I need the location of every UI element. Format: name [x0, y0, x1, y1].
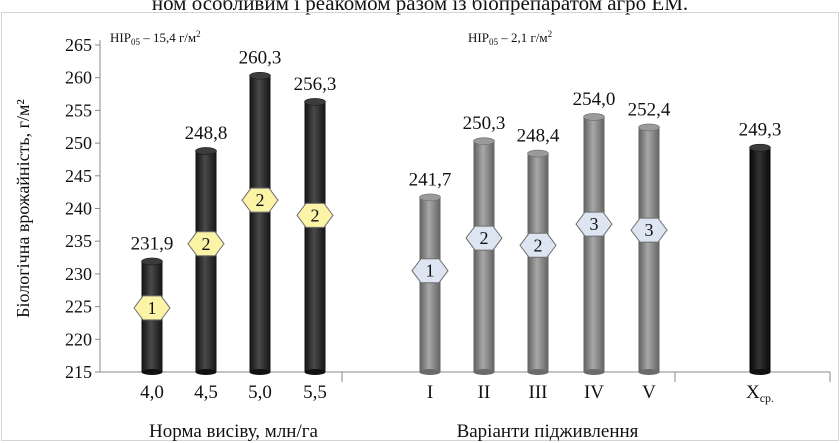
rank-marker-label: 3 — [645, 220, 654, 240]
rank-marker-hexagon — [133, 295, 171, 321]
rank-marker-label: 1 — [426, 261, 435, 281]
bar-cap — [419, 193, 441, 202]
y-tick-label: 245 — [65, 166, 92, 186]
bar — [638, 127, 660, 373]
bar-base — [749, 369, 771, 375]
y-tick-label: 255 — [65, 100, 92, 120]
bar-cap — [527, 149, 549, 158]
rank-marker-label: 1 — [148, 298, 157, 318]
bar — [195, 150, 217, 372]
rank-marker-hexagon — [411, 258, 449, 284]
bar-base — [195, 369, 217, 375]
bar-cap — [141, 257, 163, 266]
bar-cap — [473, 137, 495, 145]
bar-base — [527, 369, 549, 375]
y-tick-label: 215 — [65, 362, 92, 382]
rank-marker-label: 2 — [480, 228, 489, 248]
rank-marker-hexagon — [187, 231, 225, 257]
rank-marker-hexagon — [519, 232, 557, 258]
bar-cap — [749, 143, 771, 152]
x-tick-label: 5,5 — [303, 382, 327, 403]
data-label: 254,0 — [573, 89, 616, 110]
hir-annotation: НІР05 – 15,4 г/м2 — [110, 29, 201, 47]
x-axis-title: Норма висіву, млн/га — [149, 421, 319, 442]
bar-base — [473, 369, 495, 375]
bar-base — [419, 369, 441, 375]
x-tick-label: V — [642, 382, 656, 403]
bar-base — [141, 369, 163, 375]
bar — [527, 153, 549, 372]
x-tick-label: Xср. — [746, 382, 774, 405]
bar-base — [304, 369, 326, 375]
x-tick-label: 5,0 — [248, 382, 272, 403]
data-label: 248,8 — [185, 123, 228, 144]
bar-cap — [638, 123, 660, 132]
bar-cap — [304, 98, 326, 106]
x-tick-label: III — [529, 382, 548, 403]
bar — [749, 147, 771, 372]
x-tick-label: IV — [584, 382, 604, 403]
rank-marker-label: 2 — [256, 190, 265, 210]
data-label: 231,9 — [131, 233, 174, 254]
y-tick-label: 225 — [65, 297, 92, 317]
rank-marker-hexagon — [575, 211, 613, 237]
bar — [419, 197, 441, 372]
bar — [473, 141, 495, 372]
y-tick-label: 220 — [65, 329, 92, 349]
rank-marker-label: 3 — [590, 214, 599, 234]
y-tick-label: 250 — [65, 133, 92, 153]
bar-cap — [195, 147, 217, 155]
data-label: 248,4 — [517, 126, 560, 147]
x-tick-label: 4,0 — [140, 382, 164, 403]
bar — [583, 116, 605, 372]
rank-marker-hexagon — [296, 202, 334, 228]
y-tick-label: 230 — [65, 264, 92, 284]
data-label: 241,7 — [409, 169, 452, 190]
data-label: 252,4 — [628, 99, 671, 120]
bar — [249, 75, 271, 372]
rank-marker-label: 2 — [534, 235, 543, 255]
rank-marker-label: 2 — [311, 205, 320, 225]
bar-base — [249, 369, 271, 375]
bar — [304, 101, 326, 372]
page-caption: ном особливим і реакомом разом із біопре… — [151, 0, 689, 15]
x-axis-title: Варіанти підживлення — [457, 421, 639, 442]
y-tick-label: 240 — [65, 199, 92, 219]
y-tick-label: 265 — [65, 35, 92, 55]
y-tick-label: 235 — [65, 231, 92, 251]
bar-base — [638, 369, 660, 375]
y-tick-label: 260 — [65, 68, 92, 88]
y-axis-title: Біологічна врожайність, г/м² — [13, 99, 33, 318]
data-label: 249,3 — [739, 120, 782, 141]
data-label: 260,3 — [239, 48, 282, 69]
rank-marker-hexagon — [241, 187, 279, 213]
data-label: 256,3 — [294, 74, 337, 95]
chart-frame — [1, 12, 839, 441]
x-tick-label: 4,5 — [194, 382, 218, 403]
bar-base — [583, 369, 605, 375]
rank-marker-label: 2 — [202, 234, 211, 254]
data-label: 250,3 — [463, 113, 506, 134]
rank-marker-hexagon — [630, 217, 668, 243]
rank-marker-hexagon — [465, 225, 503, 251]
bar-cap — [583, 113, 605, 121]
bar-cap — [249, 71, 271, 80]
x-tick-label: II — [478, 382, 491, 403]
x-tick-label: I — [427, 382, 433, 403]
hir-annotation: НІР05 – 2,1 г/м2 — [468, 29, 552, 47]
